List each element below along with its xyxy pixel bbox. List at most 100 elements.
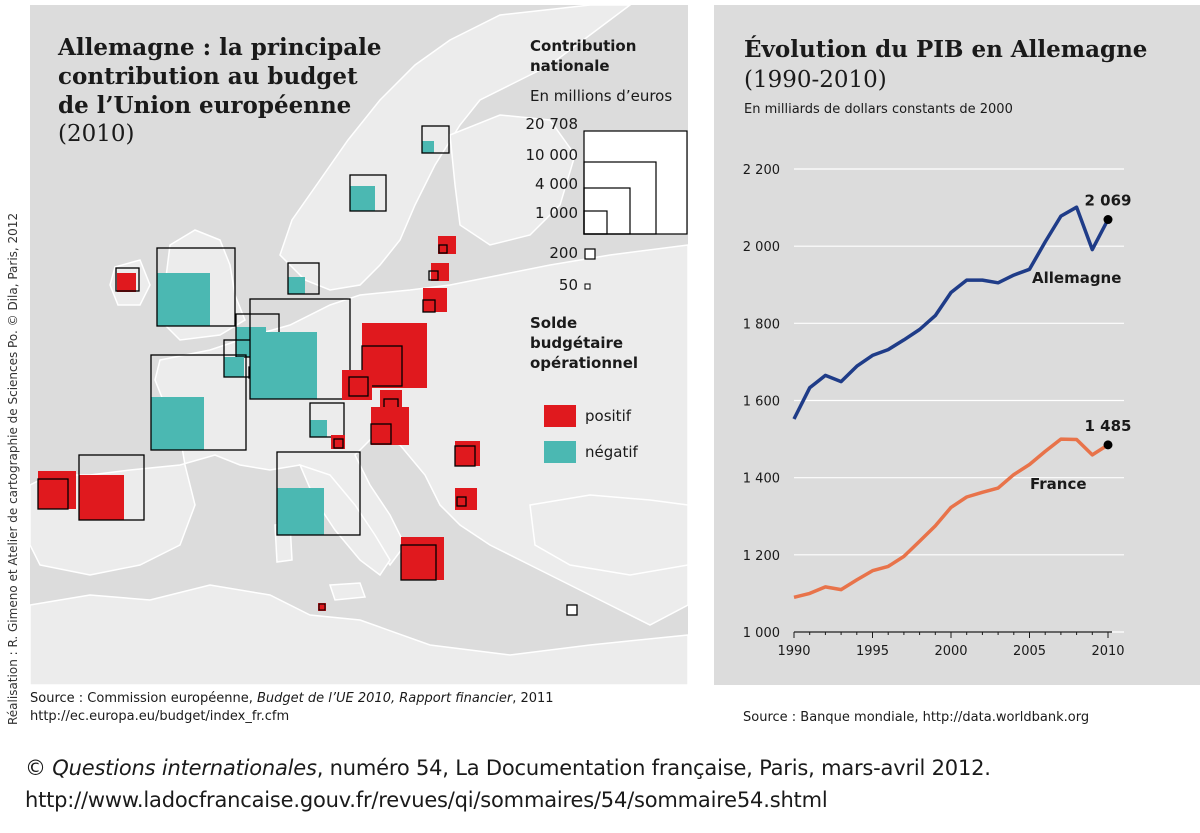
chart-source: Source : Banque mondiale, http://data.wo…: [743, 710, 1090, 725]
map-panel: Allemagne : la principale contribution a…: [30, 5, 688, 685]
legend-scale-squares: [583, 130, 688, 290]
square-balance-finland: [422, 141, 434, 153]
square-contribution-italy: [276, 451, 361, 536]
series-name-label: Allemagne: [1032, 269, 1121, 287]
land-north-africa: [30, 584, 688, 685]
square-balance-spain: [79, 475, 124, 520]
square-contribution-sweden: [349, 174, 387, 212]
square-balance-sweden: [350, 186, 375, 211]
square-contribution-portugal: [37, 478, 69, 510]
map-source-suffix: , 2011: [512, 691, 554, 706]
chart-unit-label: En milliards de dollars constants de 200…: [744, 102, 1013, 117]
square-balance-latvia: [431, 263, 449, 281]
legend-scale-20708: 20 708: [525, 115, 579, 133]
square-balance-austria: [310, 420, 327, 437]
footer-publication: Questions internationales: [52, 756, 317, 780]
y-tick-label: 1 800: [743, 317, 780, 332]
legend-swatch-positive: [544, 405, 576, 427]
legend-scale-1000: 1 000: [535, 204, 578, 222]
square-contribution-estonia: [438, 244, 448, 254]
country-squares: [37, 125, 578, 616]
square-contribution-bulgaria: [456, 496, 467, 507]
square-contribution-ireland: [115, 267, 140, 292]
square-contribution-slovenia: [333, 438, 344, 449]
footer-publication-details: , numéro 54, La Documentation française,…: [316, 756, 991, 780]
footer: © Questions internationales, numéro 54, …: [25, 752, 991, 816]
land-finland: [449, 114, 576, 246]
map-title-year: (2010): [58, 121, 135, 147]
legend-swatch-negative: [544, 441, 576, 463]
square-balance-denmark: [288, 277, 305, 294]
chart-subtitle: (1990-2010): [744, 67, 887, 93]
x-tick-label: 1990: [777, 644, 810, 659]
legend-scale-50: 50: [558, 276, 578, 294]
footer-copyright: ©: [25, 756, 53, 780]
map-title-line-3: de l’Union européenne: [58, 92, 352, 119]
map-source-url: http://ec.europa.eu/budget/index_fr.cfm: [30, 709, 290, 724]
legend-scale-10000: 10 000: [525, 146, 579, 164]
gdp-line-chart: 1 000 1 200 1 400 1 600 1 800 2 000 2 200 1990 1…: [743, 163, 1132, 659]
map-title: Allemagne : la principale contribution a…: [58, 33, 382, 149]
legend-square-20708: [583, 130, 688, 235]
land-turkey: [529, 494, 688, 576]
square-balance-romania: [455, 441, 480, 466]
chart-title-block: Évolution du PIB en Allemagne (1990-2010…: [744, 35, 1147, 95]
legend-scale-200: 200: [549, 244, 578, 262]
square-balance-malta: [318, 603, 326, 611]
square-contribution-hungary: [370, 423, 392, 445]
square-balance-italy: [277, 488, 324, 535]
legend-balance-title-2: budgétaire: [530, 334, 624, 352]
square-contribution-germany: [249, 298, 351, 400]
square-balance-czech-republic: [342, 370, 372, 400]
y-tick-label: 1 000: [743, 626, 780, 641]
map-source-prefix: Source : Commission européenne,: [30, 691, 257, 706]
square-contribution-austria: [309, 402, 345, 438]
square-contribution-united-kingdom: [156, 247, 236, 327]
square-balance-belgium: [224, 357, 244, 377]
europe-map: [30, 5, 688, 685]
map-credit: Réalisation : R. Gimeno et Atelier de ca…: [6, 212, 20, 725]
x-tick-label: 2005: [1013, 644, 1046, 659]
square-contribution-spain: [78, 454, 145, 521]
chart-title: Évolution du PIB en Allemagne: [744, 36, 1148, 63]
square-balance-portugal: [38, 471, 76, 509]
square-balance-united-kingdom: [157, 273, 210, 326]
legend-square-200: [584, 248, 596, 260]
map-source: Source : Commission européenne, Budget d…: [30, 690, 554, 726]
series-end-label: 1 485: [1085, 417, 1132, 435]
x-tick-label: 2010: [1091, 644, 1124, 659]
legend-square-1000: [583, 210, 608, 235]
map-title-line-2: contribution au budget: [58, 63, 358, 90]
legend-contribution-title: Contribution: [530, 37, 637, 55]
land-sicily: [328, 582, 367, 601]
square-contribution-finland: [421, 125, 450, 154]
y-tick-label: 1 200: [743, 549, 780, 564]
y-tick-label: 1 400: [743, 472, 780, 487]
series-line-allemagne: [792, 205, 1110, 420]
series-end-label: 2 069: [1085, 192, 1132, 210]
square-contribution-latvia: [428, 270, 439, 281]
square-contribution-poland: [361, 345, 403, 387]
square-contribution-romania: [454, 445, 476, 467]
x-tick-label: 2000: [934, 644, 967, 659]
legend-positive-label: positif: [585, 407, 632, 425]
legend-balance-title-3: opérationnel: [530, 354, 639, 372]
footer-url[interactable]: http://www.ladocfrancaise.gouv.fr/revues…: [25, 788, 828, 812]
series-name-label: France: [1030, 475, 1087, 493]
y-tick-label: 1 600: [743, 395, 780, 410]
square-balance-greece: [401, 537, 444, 580]
square-contribution-lithuania: [422, 299, 436, 313]
y-tick-label: 2 200: [743, 163, 780, 178]
legend-contribution-title-2: nationale: [530, 57, 610, 75]
legend-negative-label: négatif: [585, 443, 638, 461]
square-balance-hungary: [371, 407, 409, 445]
series-end-point: [1103, 440, 1113, 450]
square-balance-poland: [362, 323, 427, 388]
map-source-italic: Budget de l’UE 2010, Rapport financier: [257, 691, 513, 706]
square-contribution-cyprus: [566, 604, 578, 616]
legend-balance-title-1: Solde: [530, 314, 578, 332]
square-contribution-france: [150, 354, 247, 451]
square-balance-germany: [250, 332, 317, 399]
square-contribution-greece: [400, 544, 437, 581]
square-contribution-malta: [318, 603, 326, 611]
